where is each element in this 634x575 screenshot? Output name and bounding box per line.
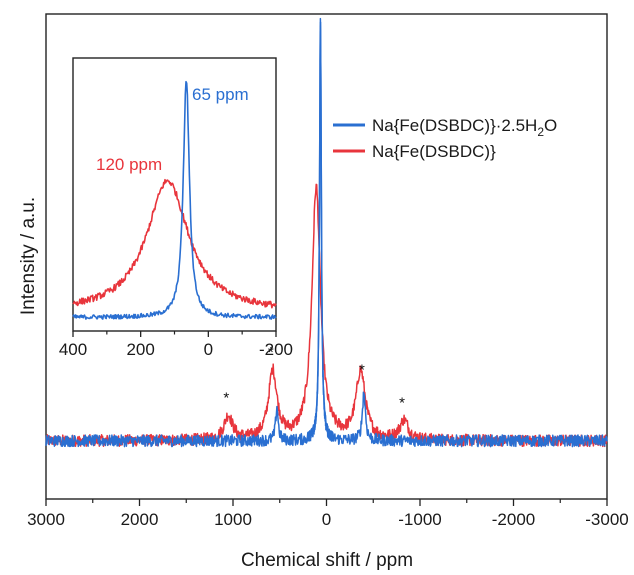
inset-x-tick-label: -200 xyxy=(259,340,293,359)
inset-x-tick-label: 200 xyxy=(126,340,154,359)
inset-x-tick-label: 400 xyxy=(59,340,87,359)
inset-series-line xyxy=(72,178,277,309)
inset-series-group xyxy=(72,80,277,320)
sideband-marker: * xyxy=(399,394,405,411)
main-x-ticks: 3000 2000 1000 0 -1000 -2000 -3000 xyxy=(27,499,629,529)
main-x-tick-label: 0 xyxy=(322,510,331,529)
main-x-tick-label: 3000 xyxy=(27,510,65,529)
sideband-marker: * xyxy=(359,362,365,379)
main-x-tick-label: -1000 xyxy=(398,510,441,529)
legend: Na{Fe(DSBDC)}·2.5H2O Na{Fe(DSBDC)} xyxy=(333,116,557,161)
series-line-detail xyxy=(307,21,334,442)
sideband-marker: * xyxy=(223,390,229,407)
sideband-marker: * xyxy=(268,344,274,361)
inset-x-tick-label: 0 xyxy=(204,340,213,359)
main-series-group xyxy=(45,17,608,448)
spinning-sideband-markers: * * * * xyxy=(223,344,405,412)
legend-label-anhydrous: Na{Fe(DSBDC)} xyxy=(372,142,496,161)
inset-annotation-65ppm: 65 ppm xyxy=(192,85,249,104)
main-x-tick-label: -3000 xyxy=(585,510,628,529)
inset-series-line xyxy=(72,80,277,320)
main-x-tick-label: 1000 xyxy=(214,510,252,529)
inset-x-ticks: 400 200 0 -200 xyxy=(59,331,293,359)
legend-label-hydrated: Na{Fe(DSBDC)}·2.5H2O xyxy=(372,116,557,139)
main-x-tick-label: 2000 xyxy=(121,510,159,529)
x-axis-title: Chemical shift / ppm xyxy=(241,550,413,571)
main-x-tick-label: -2000 xyxy=(492,510,535,529)
y-axis-title: Intensity / a.u. xyxy=(18,197,39,315)
inset-annotation-120ppm: 120 ppm xyxy=(96,155,162,174)
